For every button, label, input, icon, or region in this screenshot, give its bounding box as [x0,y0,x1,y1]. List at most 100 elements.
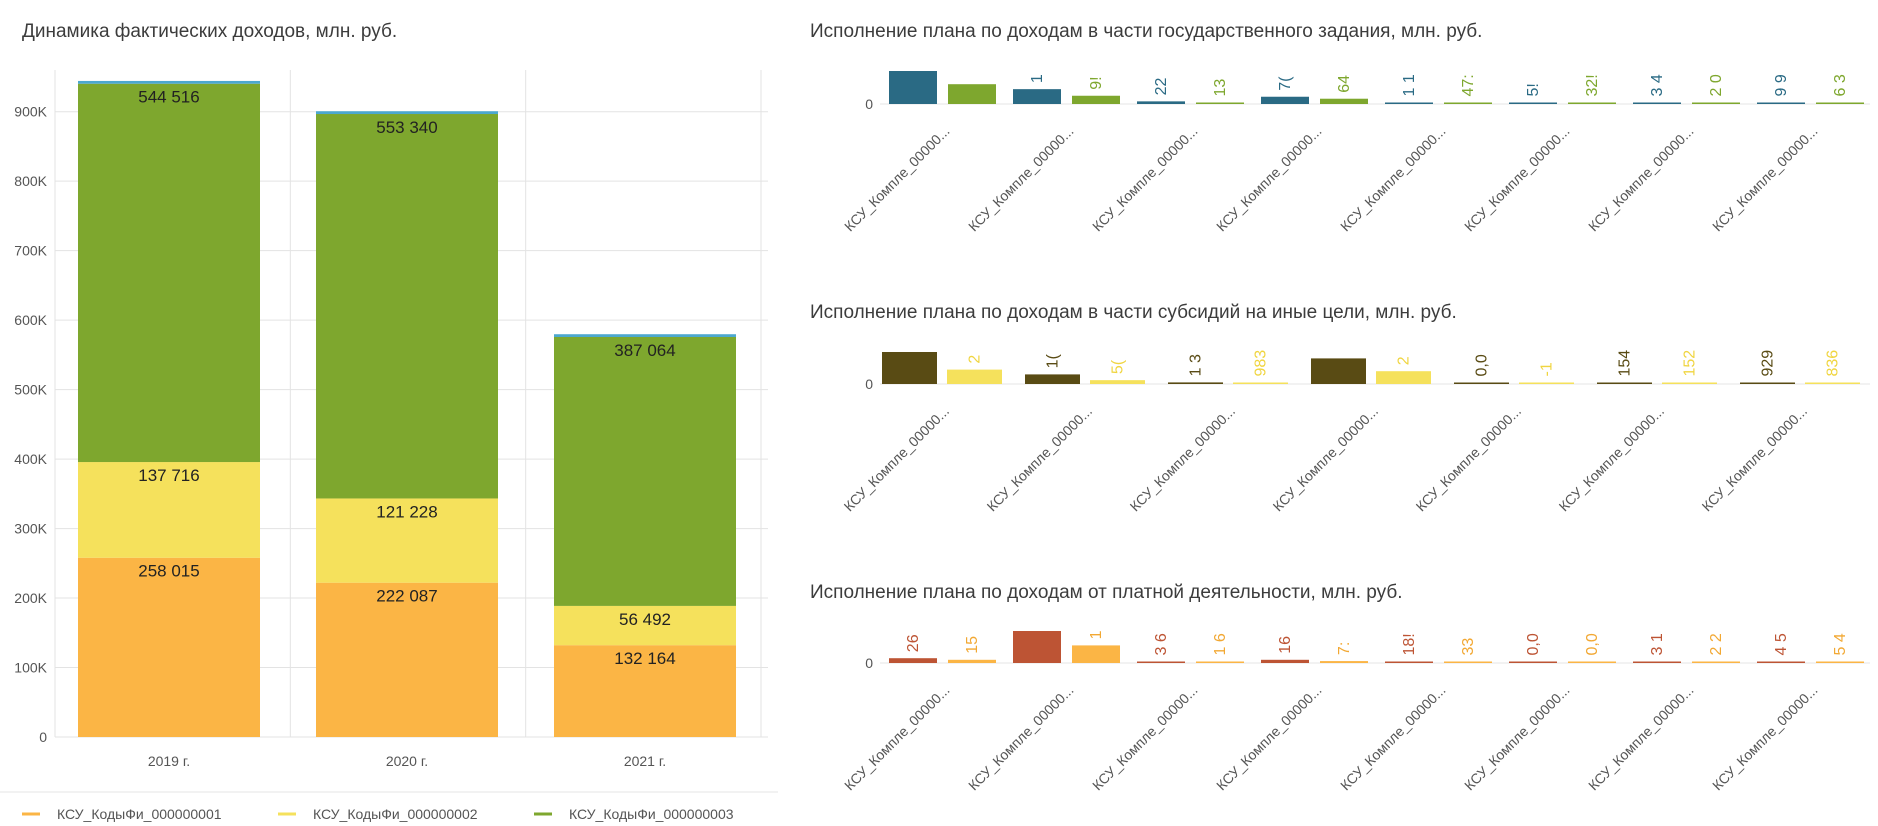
bar-plan[interactable] [889,71,937,104]
bar-segment-КСУ_КодыФи_000000002[interactable] [78,462,260,558]
bar-fact[interactable] [1519,382,1574,385]
bar-value-label: 154 [1617,350,1634,377]
bar-value-label: 22 [1153,77,1170,95]
bar-fact[interactable] [1816,661,1864,664]
legend-label[interactable]: КСУ_КодыФи_000000002 [313,806,478,822]
x-category-label: КСУ_Компле_00000... [1699,403,1811,515]
bar-plan[interactable] [1509,661,1557,664]
main-chart-value-labels: 258 015 137 716 544 516 222 087 121 228 553 3… [138,88,675,668]
bar-fact[interactable] [1320,661,1368,663]
bar-value-label: 929 [1760,350,1777,377]
bar-fact[interactable] [1072,95,1120,104]
bar-value-label: 6 3 [1832,74,1849,96]
bar-plan[interactable] [1757,661,1805,664]
bar-segment-КСУ_КодыФи_000000002[interactable] [554,605,736,646]
subsidies-chart-title: Исполнение плана по доходам в части субс… [810,302,1457,323]
bar-fact[interactable] [1692,661,1740,664]
bar-value-label: 33 [1460,638,1477,656]
bar-plan[interactable] [1013,631,1061,663]
bar-fact[interactable] [1444,102,1492,105]
bar-value-label: 16 [1277,636,1294,654]
bar-plan[interactable] [1385,661,1433,664]
bar-fact[interactable] [948,84,996,104]
y-tick-label: 200K [14,590,47,606]
bar-value-label: 1 [1029,74,1046,83]
bar-plan[interactable] [1025,374,1080,384]
bar-value-label: 1 [1088,630,1105,639]
bar-plan[interactable] [1633,661,1681,664]
bar-segment-КСУ_КодыФи_000000001[interactable] [78,557,260,737]
bar-value-label: 152 [1682,350,1699,377]
bar-fact[interactable] [948,659,996,663]
subsidies-chart: Исполнение плана по доходам в части субс… [810,302,1870,514]
bar-fact[interactable] [1320,98,1368,104]
bar-segment-КСУ_КодыФи_000000003[interactable] [78,83,260,463]
bar-plan[interactable] [1740,382,1795,385]
bar-plan[interactable] [889,658,937,663]
bar-fact[interactable] [1376,371,1431,384]
bar-value-label: 64 [1336,75,1353,93]
x-category-label: КСУ_Компле_00000... [965,123,1077,235]
bar-plan[interactable] [882,352,937,384]
bar-plan[interactable] [1454,382,1509,385]
bar-value-label: 3 6 [1153,633,1170,655]
bar-segment-КСУ_КодыФи_000000003[interactable] [316,114,498,499]
bar-fact[interactable] [1568,661,1616,664]
bar-segment-top[interactable] [316,111,498,115]
x-category-label: КСУ_Компле_00000... [1213,123,1325,235]
x-category-label: КСУ_Компле_00000... [1270,403,1382,515]
bar-segment-top[interactable] [554,334,736,337]
bar-fact[interactable] [1196,102,1244,105]
bar-fact[interactable] [1816,102,1864,105]
bar-value-label: 32! [1584,74,1601,96]
bar-fact[interactable] [1662,382,1717,385]
bar-plan[interactable] [1633,102,1681,105]
bar-fact[interactable] [947,369,1002,384]
bar-value-label: 2 2 [1708,633,1725,655]
bar-fact[interactable] [1072,645,1120,663]
bar-value-label: 5( [1110,359,1127,374]
bar-segment-КСУ_КодыФи_000000001[interactable] [554,645,736,737]
x-category-label: КСУ_Компле_00000... [841,682,953,794]
bar-value-label: 7: [1336,642,1353,655]
bar-plan[interactable] [1261,96,1309,104]
bar-fact[interactable] [1196,661,1244,664]
y-tick-label: 400K [14,451,47,467]
bar-plan[interactable] [1137,661,1185,664]
zero-tick-label: 0 [865,376,873,392]
x-category-label: КСУ_Компле_00000... [1213,682,1325,794]
bar-plan[interactable] [1261,659,1309,663]
bar-fact[interactable] [1090,380,1145,384]
bar-value-label: 983 [1253,350,1270,377]
main-stacked-chart: Динамика фактических доходов, млн. руб. … [0,21,778,822]
bar-value-label: 836 [1825,350,1842,377]
bar-value-label: 15 [964,636,981,654]
bar-plan[interactable] [1597,382,1652,385]
bar-plan[interactable] [1509,102,1557,105]
legend-label[interactable]: КСУ_КодыФи_000000003 [569,806,734,822]
bar-fact[interactable] [1444,661,1492,664]
bar-value-label: 7( [1277,76,1294,91]
bar-fact[interactable] [1568,102,1616,105]
bar-plan[interactable] [1137,101,1185,104]
bar-value-label: 13 [1212,79,1229,97]
legend-label[interactable]: КСУ_КодыФи_000000001 [57,806,222,822]
bar-plan[interactable] [1013,89,1061,104]
bar-plan[interactable] [1311,358,1366,384]
bar-fact[interactable] [1805,382,1860,385]
bar-plan[interactable] [1168,382,1223,384]
x-category-label: КСУ_Компле_00000... [1585,123,1697,235]
bar-segment-КСУ_КодыФи_000000002[interactable] [316,498,498,583]
x-category-label: КСУ_Компле_00000... [1413,403,1525,515]
bar-value-label: 56 492 [619,610,671,629]
bar-value-label: 4 5 [1773,633,1790,655]
bar-segment-КСУ_КодыФи_000000001[interactable] [316,582,498,737]
bar-value-label: 222 087 [376,587,437,606]
bar-fact[interactable] [1233,382,1288,385]
bar-segment-КСУ_КодыФи_000000003[interactable] [554,336,736,606]
bar-fact[interactable] [1692,102,1740,105]
bar-plan[interactable] [1385,102,1433,105]
bar-plan[interactable] [1757,102,1805,105]
bar-value-label: 1 1 [1401,74,1418,96]
bar-segment-top[interactable] [78,80,260,84]
